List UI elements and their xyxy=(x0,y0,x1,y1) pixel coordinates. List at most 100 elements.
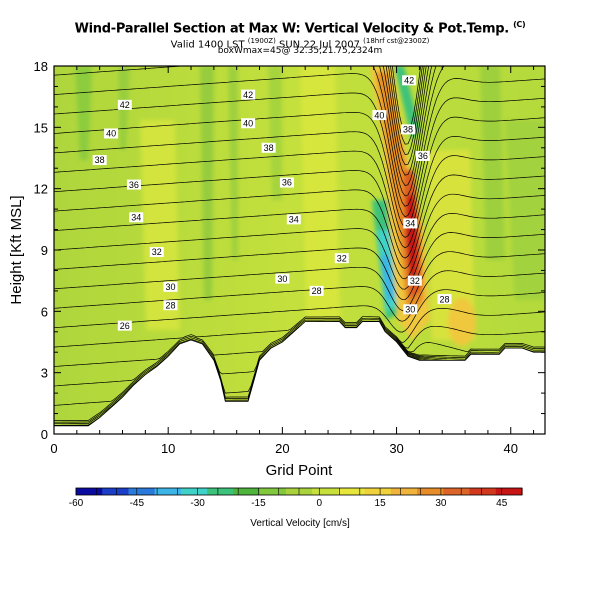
theta-contour xyxy=(54,251,545,311)
contour-label-bg xyxy=(403,304,418,315)
contour-label-bg xyxy=(309,285,324,296)
contour-label-bg xyxy=(407,275,422,286)
contour-label-bg xyxy=(286,214,301,225)
contour-label: 28 xyxy=(165,300,175,310)
colorbar-tick-label: 30 xyxy=(435,498,447,509)
colorbar-segment xyxy=(233,488,261,495)
colorbar-segment xyxy=(364,488,392,495)
contour-label: 28 xyxy=(312,286,322,296)
theta-contour xyxy=(54,317,545,367)
velocity-column xyxy=(505,120,545,300)
contour-label-bg xyxy=(261,142,276,153)
contour-label: 36 xyxy=(129,180,139,190)
velocity-patch xyxy=(300,66,340,320)
y-tick-label: 12 xyxy=(34,182,48,197)
colorbar-segment xyxy=(338,488,366,495)
theta-contour xyxy=(54,78,545,218)
downdraft-upper xyxy=(394,66,420,140)
theta-contour xyxy=(54,319,545,387)
velocity-column xyxy=(200,66,214,300)
contour-label-bg xyxy=(415,150,430,161)
contour-label-bg xyxy=(241,89,256,100)
theta-contour xyxy=(54,193,545,280)
colorbar-segment xyxy=(128,488,156,495)
colorbar-segment xyxy=(469,488,497,495)
velocity-patch xyxy=(448,298,476,346)
x-tick-label: 30 xyxy=(389,441,403,456)
colorbar-segment xyxy=(102,488,130,495)
contour-label-bg xyxy=(149,247,164,258)
colorbar-segment xyxy=(259,488,287,495)
theta-contour xyxy=(54,232,545,301)
y-tick-label: 15 xyxy=(34,120,48,135)
theta-contour xyxy=(54,289,545,333)
contour-label: 30 xyxy=(405,304,415,314)
colorbar-segment xyxy=(443,488,471,495)
x-tick-label: 0 xyxy=(50,441,57,456)
y-tick-label: 0 xyxy=(41,427,48,442)
contour-label-bg xyxy=(334,253,349,264)
theta-contour xyxy=(54,116,545,238)
colorbar-tick-label: 45 xyxy=(496,498,508,509)
contour-label-bg xyxy=(117,99,132,110)
contour-label-bg xyxy=(92,155,107,166)
colorbar-tick-label: -15 xyxy=(251,498,266,509)
contour-label: 42 xyxy=(120,100,130,110)
theta-contour xyxy=(54,136,545,249)
valid-time-utc: (1900Z) xyxy=(247,37,276,45)
velocity-column xyxy=(228,66,238,260)
contour-label: 30 xyxy=(277,274,287,284)
contour-label-bg xyxy=(402,75,417,86)
contour-label: 30 xyxy=(165,282,175,292)
contour-label-bg xyxy=(104,128,119,139)
theta-contour xyxy=(54,97,545,228)
contour-label: 28 xyxy=(440,294,450,304)
theta-contour xyxy=(54,270,545,322)
theta-contour xyxy=(54,66,437,197)
contour-label-bg xyxy=(403,218,418,229)
contour-label-bg xyxy=(372,110,387,121)
contour-label: 32 xyxy=(337,253,347,263)
contour-label-bg xyxy=(163,300,178,311)
velocity-field: 26 28 30 32 34 36 38 40 42 28 30 32 34 36 38 40 42 40 38 36… xyxy=(54,66,545,434)
contour-label-bg xyxy=(129,212,144,223)
chart-title: Wind-Parallel Section at Max W: Vertical… xyxy=(0,20,600,36)
velocity-column xyxy=(75,66,92,160)
contour-label-bg xyxy=(117,320,132,331)
contour-label-bg xyxy=(275,273,290,284)
contour-label: 42 xyxy=(243,90,253,100)
colorbar-segment xyxy=(417,488,444,495)
colorbar-tick-label: -45 xyxy=(130,498,145,509)
valid-time-prefix: Valid 1400 LST xyxy=(170,39,245,51)
theta-contour xyxy=(54,213,545,290)
x-axis-title: Grid Point xyxy=(266,462,334,479)
colorbar-title: Vertical Velocity [cm/s] xyxy=(250,518,350,529)
x-tick-label: 40 xyxy=(504,441,518,456)
contour-label: 40 xyxy=(243,118,253,128)
contour-label: 34 xyxy=(289,215,299,225)
max-w-info: boxWmax=45@ 32.35,21.75,2324m xyxy=(217,46,383,56)
colorbar-tick-label: 0 xyxy=(316,498,322,509)
theta-contour xyxy=(54,307,545,348)
valid-time-date: SUN 22 Jul 2007 xyxy=(279,39,360,51)
y-axis-title: Height [Kft MSL] xyxy=(8,195,25,304)
colorbar-tick-label: -30 xyxy=(190,498,205,509)
theta-contour xyxy=(54,174,545,269)
contour-label: 26 xyxy=(120,321,130,331)
colorbar-segment xyxy=(207,488,235,495)
contour-label: 32 xyxy=(152,247,162,257)
colorbar-segment xyxy=(495,488,523,495)
colorbar-segment xyxy=(154,488,182,495)
theta-contour-labels: 26 28 30 32 34 36 38 40 42 28 30 32 34 36 38 40 42 40 38 36… xyxy=(92,75,452,331)
x-axis: 0 10 20 30 40 xyxy=(50,66,535,456)
x-tick-label: 20 xyxy=(275,441,289,456)
colorbar-tick-label: -60 xyxy=(69,498,84,509)
contour-label: 32 xyxy=(410,276,420,286)
contour-label: 34 xyxy=(131,212,141,222)
velocity-patch xyxy=(140,120,180,330)
contour-label: 34 xyxy=(405,219,415,229)
contour-label: 42 xyxy=(404,76,414,86)
contour-label: 36 xyxy=(418,151,428,161)
x-tick-label: 10 xyxy=(161,441,175,456)
